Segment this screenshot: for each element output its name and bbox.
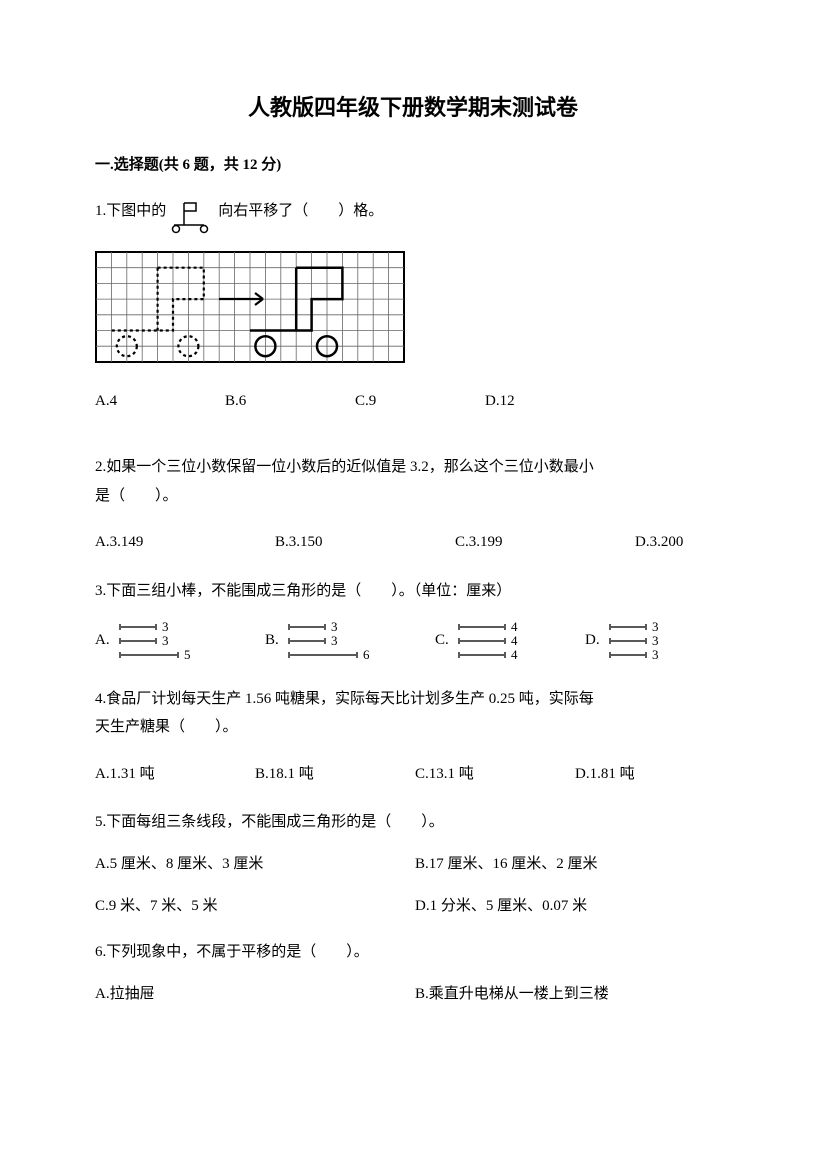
q1-opt-b: B.6 — [225, 389, 355, 413]
q5-options-row2: C.9 米、7 米、5 米 D.1 分米、5 厘米、0.07 米 — [95, 894, 731, 918]
q1-prefix: 1.下图中的 — [95, 199, 166, 223]
q4-opt-b: B.18.1 吨 — [255, 760, 415, 789]
q1-suffix: 向右平移了（ ）格。 — [218, 199, 383, 223]
q1-opt-a: A.4 — [95, 389, 225, 413]
q6-options: A.拉抽屉 B.乘直升电梯从一楼上到三楼 — [95, 982, 731, 1006]
q3-label-c: C. — [435, 628, 449, 652]
question-4: 4.食品厂计划每天生产 1.56 吨糖果，实际每天比计划多生产 0.25 吨，实… — [95, 685, 731, 789]
svg-text:5: 5 — [184, 647, 191, 662]
question-5: 5.下面每组三条线段，不能围成三角形的是（ ）。 A.5 厘米、8 厘米、3 厘… — [95, 810, 731, 918]
svg-text:3: 3 — [331, 633, 338, 648]
q1-grid-figure — [95, 251, 731, 371]
q2-line2: 是（ ）。 — [95, 482, 731, 511]
q5-opt-d: D.1 分米、5 厘米、0.07 米 — [415, 894, 587, 918]
q1-opt-c: C.9 — [355, 389, 485, 413]
q3-opt-a: A. 3 3 5 — [95, 617, 265, 663]
q3-label-b: B. — [265, 628, 279, 652]
q6-text: 6.下列现象中，不属于平移的是（ ）。 — [95, 940, 731, 964]
svg-text:4: 4 — [511, 633, 518, 648]
q6-opt-b: B.乘直升电梯从一楼上到三楼 — [415, 982, 609, 1006]
svg-text:3: 3 — [652, 647, 659, 662]
question-3: 3.下面三组小棒，不能围成三角形的是（ ）。（单位：厘来） A. 3 3 5 B… — [95, 579, 731, 663]
q2-opt-a: A.3.149 — [95, 528, 275, 557]
q1-options: A.4 B.6 C.9 D.12 — [95, 389, 731, 413]
q3-opt-b: B. 3 3 6 — [265, 617, 435, 663]
svg-text:6: 6 — [363, 647, 370, 662]
svg-text:4: 4 — [511, 647, 518, 662]
question-2: 2.如果一个三位小数保留一位小数后的近似值是 3.2，那么这个三位小数最小 是（… — [95, 453, 731, 557]
q5-options-row1: A.5 厘米、8 厘米、3 厘米 B.17 厘米、16 厘米、2 厘米 — [95, 852, 731, 876]
q1-opt-d: D.12 — [485, 389, 515, 413]
q5-text: 5.下面每组三条线段，不能围成三角形的是（ ）。 — [95, 810, 731, 834]
svg-text:3: 3 — [162, 619, 169, 634]
q5-opt-c: C.9 米、7 米、5 米 — [95, 894, 415, 918]
q2-opt-c: C.3.199 — [455, 528, 635, 557]
q4-opt-c: C.13.1 吨 — [415, 760, 575, 789]
svg-text:3: 3 — [331, 619, 338, 634]
svg-text:3: 3 — [652, 619, 659, 634]
svg-text:4: 4 — [511, 619, 518, 634]
q3-label-a: A. — [95, 628, 110, 652]
q3-opt-d: D. 3 3 3 — [585, 617, 672, 663]
q4-options: A.1.31 吨 B.18.1 吨 C.13.1 吨 D.1.81 吨 — [95, 760, 731, 789]
q4-line2: 天生产糖果（ ）。 — [95, 713, 731, 742]
page-title: 人教版四年级下册数学期末测试卷 — [95, 90, 731, 125]
q6-opt-a: A.拉抽屉 — [95, 982, 415, 1006]
q3-text: 3.下面三组小棒，不能围成三角形的是（ ）。（单位：厘来） — [95, 579, 731, 603]
q2-opt-d: D.3.200 — [635, 528, 683, 557]
svg-text:3: 3 — [652, 633, 659, 648]
q2-line1: 2.如果一个三位小数保留一位小数后的近似值是 3.2，那么这个三位小数最小 — [95, 453, 731, 482]
question-6: 6.下列现象中，不属于平移的是（ ）。 A.拉抽屉 B.乘直升电梯从一楼上到三楼 — [95, 940, 731, 1006]
q2-opt-b: B.3.150 — [275, 528, 455, 557]
q3-options: A. 3 3 5 B. 3 3 — [95, 617, 731, 663]
q5-opt-a: A.5 厘米、8 厘米、3 厘米 — [95, 852, 415, 876]
q4-opt-a: A.1.31 吨 — [95, 760, 255, 789]
q5-opt-b: B.17 厘米、16 厘米、2 厘米 — [415, 852, 598, 876]
q3-label-d: D. — [585, 628, 600, 652]
question-1: 1.下图中的 向右平移了（ ）格。 — [95, 199, 731, 413]
section-header: 一.选择题(共 6 题，共 12 分) — [95, 153, 731, 177]
q4-line1: 4.食品厂计划每天生产 1.56 吨糖果，实际每天比计划多生产 0.25 吨，实… — [95, 685, 731, 714]
q4-opt-d: D.1.81 吨 — [575, 760, 635, 789]
q1-text: 1.下图中的 向右平移了（ ）格。 — [95, 199, 731, 243]
scooter-icon — [170, 199, 214, 243]
q3-opt-c: C. 4 4 4 — [435, 617, 585, 663]
svg-text:3: 3 — [162, 633, 169, 648]
q2-options: A.3.149 B.3.150 C.3.199 D.3.200 — [95, 528, 731, 557]
